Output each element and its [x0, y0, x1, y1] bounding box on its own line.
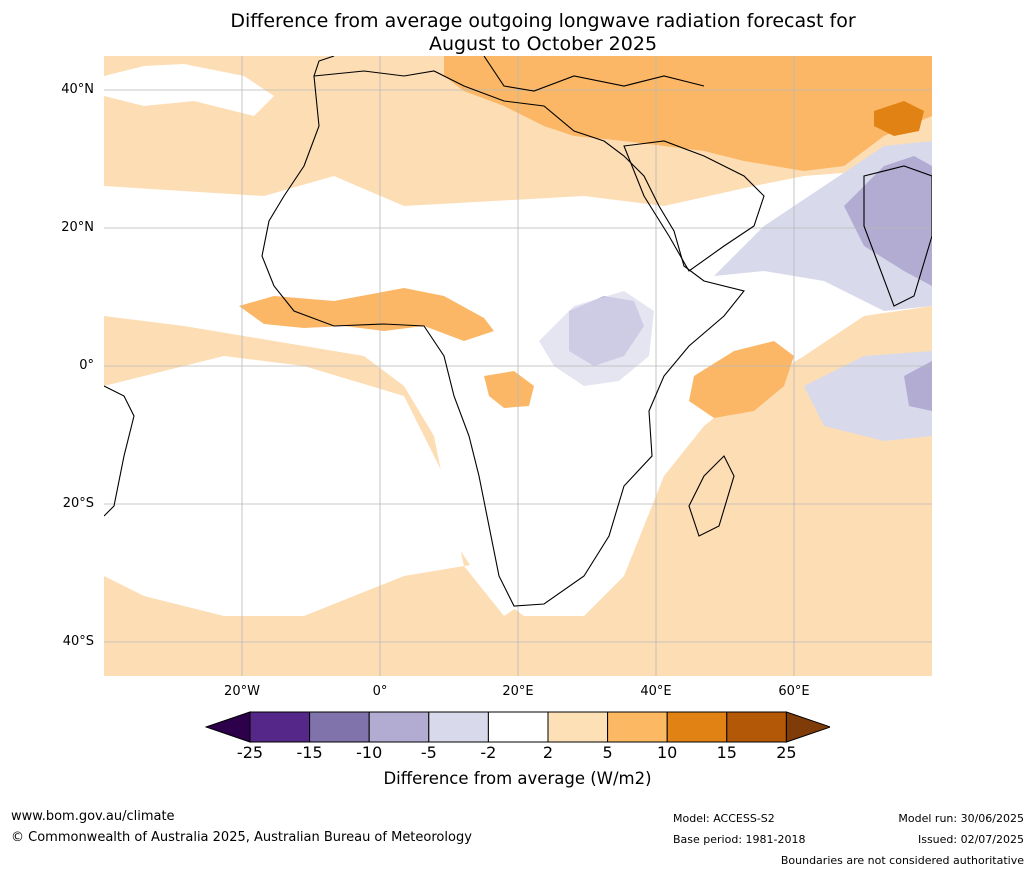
model-run-text: Model run: 30/06/2025	[898, 812, 1024, 825]
map-title: Difference from average outgoing longwav…	[100, 10, 986, 56]
disclaimer-text: Boundaries are not considered authoritat…	[780, 854, 1024, 867]
weak-negative-east-africa	[539, 291, 654, 386]
colorbar-swatch	[666, 711, 728, 743]
madagascar-coast	[688, 455, 735, 537]
colorbar-tick-label: 10	[657, 743, 678, 762]
lon-label-20e: 20°E	[502, 684, 534, 699]
south-america-coast	[104, 385, 135, 517]
lon-label-20w: 20°W	[224, 684, 260, 699]
colorbar-swatch	[726, 711, 787, 743]
colorbar-tick-label: -15	[296, 743, 323, 762]
medium-positive-mediterranean	[444, 56, 932, 171]
colorbar-tick-label: -10	[356, 743, 383, 762]
colorbar-tick-label: 5	[602, 743, 613, 762]
lat-label-40s: 40°S	[62, 634, 94, 649]
title-line-1: Difference from average outgoing longwav…	[230, 10, 856, 32]
lat-label-40n: 40°N	[61, 82, 94, 97]
medium-negative-southern-indian	[904, 361, 932, 411]
colorbar-swatch	[368, 711, 430, 743]
medium-positive-congo	[484, 371, 534, 408]
title-line-2: August to October 2025	[428, 33, 658, 55]
colorbar-tick-label: 2	[542, 743, 554, 762]
lon-label-40e: 40°E	[640, 684, 672, 699]
colorbar-swatch	[249, 711, 311, 743]
medium-positive-indian-ocean	[689, 341, 794, 418]
model-text: Model: ACCESS-S2	[673, 812, 775, 825]
lon-label-60e: 60°E	[778, 684, 810, 699]
medium-negative-bay	[844, 156, 932, 286]
colorbar-tick-label: 25	[776, 743, 797, 762]
neutral-south-atlantic	[104, 356, 534, 616]
colorbar-tick-label: -25	[236, 743, 264, 762]
colorbar-tick-label: -5	[420, 743, 437, 762]
graticule	[104, 56, 932, 676]
colorbar-swatch	[607, 711, 668, 743]
colorbar-tick-label: 15	[716, 743, 737, 762]
lat-label-eq: 0°	[79, 358, 94, 373]
strong-positive-central-asia	[874, 101, 924, 136]
colorbar-swatch	[487, 711, 549, 743]
medium-positive-west-africa	[239, 288, 494, 341]
website-link[interactable]: www.bom.gov.au/climate	[11, 809, 175, 824]
colorbar-extend-low	[205, 711, 251, 743]
colorbar-swatch	[428, 711, 489, 743]
copyright-text: © Commonwealth of Australia 2025, Austra…	[11, 830, 472, 845]
lat-label-20n: 20°N	[61, 220, 94, 235]
olr-anomaly-map	[104, 56, 932, 676]
lon-label-0: 0°	[372, 684, 388, 699]
weak-negative-southern-indian	[804, 351, 932, 441]
colorbar	[205, 711, 830, 743]
colorbar-swatch	[547, 711, 609, 743]
colorbar-swatch	[309, 711, 370, 743]
colorbar-tick-label: -2	[480, 743, 497, 762]
colorbar-label: Difference from average (W/m2)	[383, 769, 652, 788]
india-coast	[863, 165, 932, 307]
coastlines	[104, 56, 932, 607]
base-period-text: Base period: 1981-2018	[673, 833, 806, 846]
europe-coast	[313, 56, 705, 92]
colorbar-extend-high	[785, 711, 830, 743]
lat-label-20s: 20°S	[62, 496, 94, 511]
arabia-coast	[623, 140, 765, 272]
issued-text: Issued: 02/07/2025	[917, 833, 1024, 846]
